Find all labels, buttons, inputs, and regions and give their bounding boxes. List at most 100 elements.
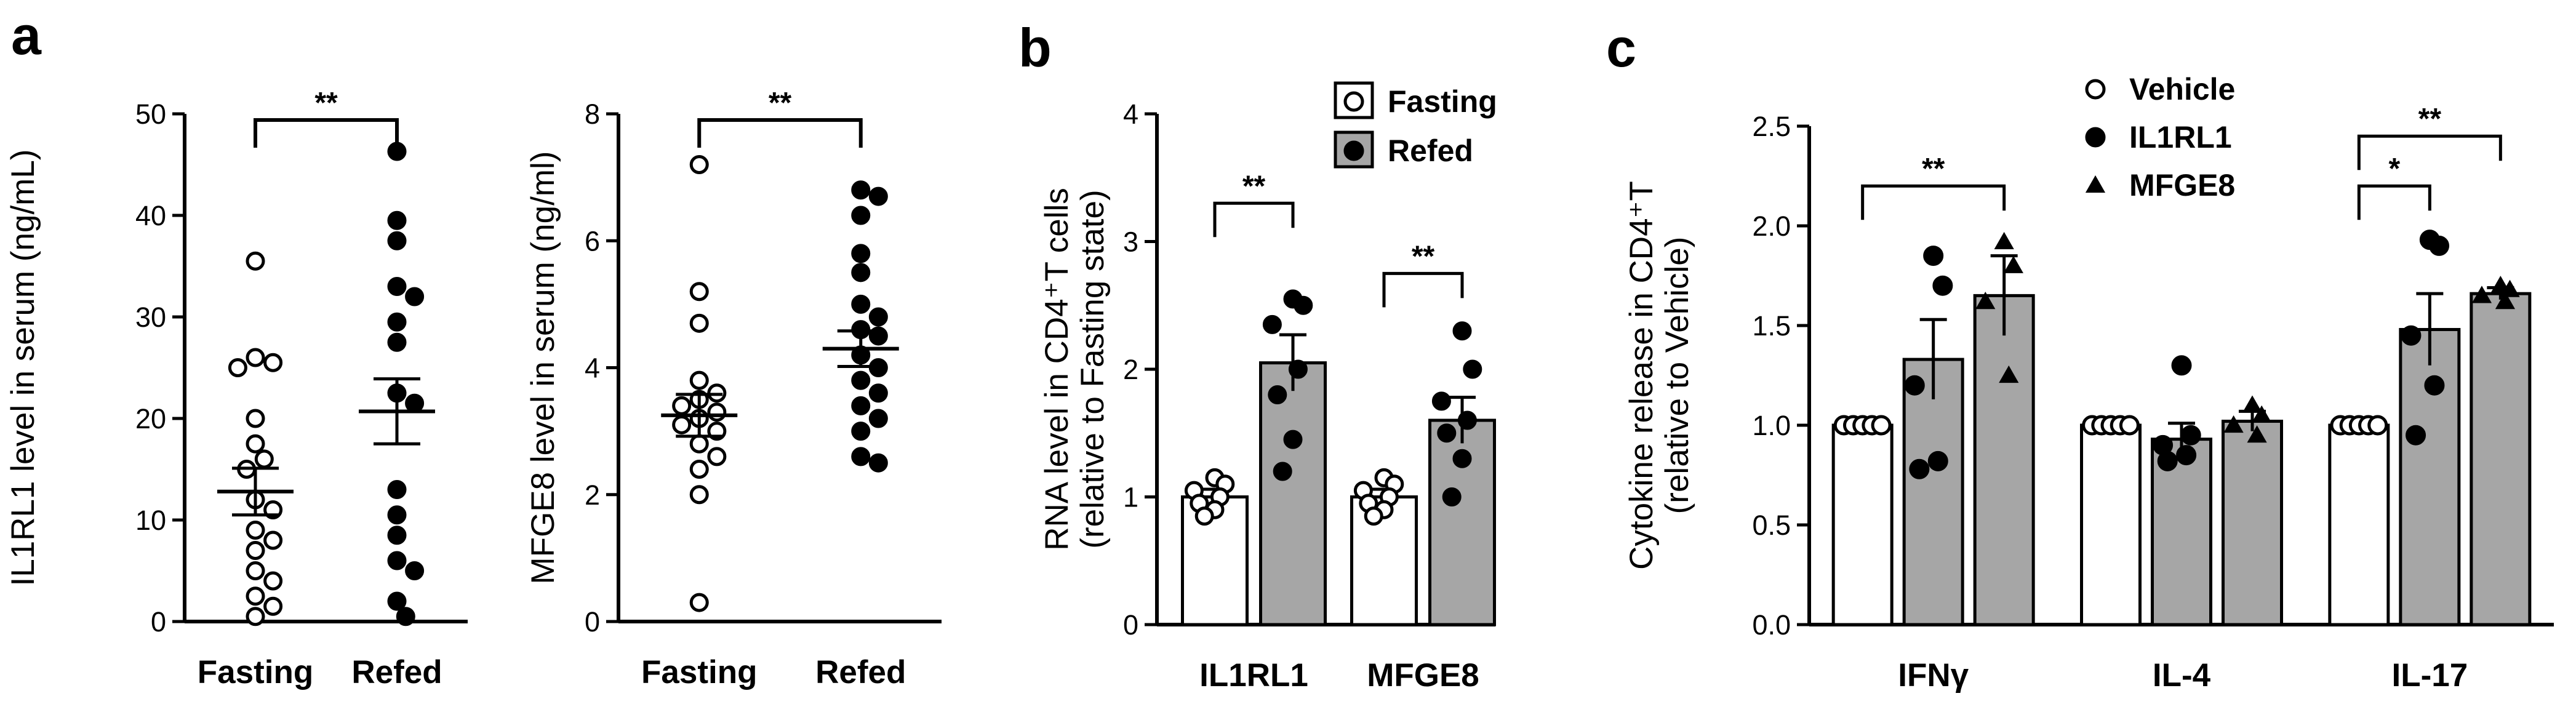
bar (2222, 420, 2283, 626)
y-axis-title: MFGE8 level in serum (ng/ml) (525, 151, 561, 585)
significance-label: ** (1242, 170, 1266, 202)
data-point (707, 447, 727, 466)
data-point (689, 460, 709, 479)
data-point (2247, 425, 2267, 443)
y-tick-label: 2 (585, 479, 600, 511)
data-point (672, 396, 692, 415)
y-tick-label: 2.0 (1752, 210, 1791, 242)
x-category-label: IL1RL1 (1199, 657, 1308, 694)
y-tick-label: 1.5 (1752, 310, 1791, 342)
data-point (246, 521, 265, 540)
significance-label: ** (1922, 153, 1945, 185)
y-axis-title: IL1RL1 level in serum (ng/mL) (5, 150, 41, 586)
significance-bracket (1213, 201, 1295, 238)
legend-swatch (1334, 130, 1374, 169)
bar (2151, 438, 2212, 626)
significance-label: ** (769, 87, 792, 119)
data-point (387, 526, 407, 545)
data-point (707, 402, 727, 422)
data-point (1268, 385, 1287, 404)
data-point (851, 422, 871, 441)
data-point (868, 186, 888, 206)
y-axis-title: (relative to Fasting state) (1074, 190, 1111, 548)
data-point (1364, 506, 1383, 526)
data-point (387, 231, 407, 250)
data-point (246, 607, 265, 626)
data-point (2171, 355, 2192, 376)
data-point (2119, 415, 2140, 436)
data-point (246, 586, 265, 606)
data-point (851, 263, 871, 282)
significance-label: ** (1412, 240, 1435, 273)
y-axis-title: Cytokine release in CD4⁺T (1623, 181, 1660, 570)
data-point (387, 332, 407, 352)
data-point (868, 307, 888, 327)
data-point (263, 530, 283, 550)
x-category-label: IFNγ (1898, 657, 1969, 694)
y-tick-label: 6 (585, 225, 600, 257)
significance-bracket (2357, 184, 2431, 220)
panel-letter-a: a (11, 5, 42, 66)
bar (2470, 292, 2532, 626)
data-point (1457, 410, 1477, 430)
chart-rna-level: 0 1 2 3 4 RNA level in CD4⁺T cells (relative t… (1039, 81, 1497, 694)
x-category-label: IL-4 (2153, 657, 2211, 694)
y-tick-label: 20 (135, 403, 166, 434)
data-point (2180, 425, 2201, 446)
data-point (868, 409, 888, 428)
data-point (254, 449, 274, 469)
y-tick-label: 2 (1123, 354, 1138, 385)
legend-marker (2085, 79, 2106, 100)
data-point (387, 591, 407, 611)
data-point (405, 287, 425, 306)
data-point (2176, 445, 2197, 466)
data-point (246, 434, 265, 454)
data-point (1994, 231, 2014, 249)
y-tick-label: 4 (1123, 98, 1138, 130)
significance-label: ** (314, 87, 338, 119)
data-point (263, 571, 283, 591)
data-point (1283, 430, 1303, 449)
bar (2080, 423, 2142, 626)
legend-marker (2085, 127, 2106, 148)
data-point (868, 453, 888, 473)
legend-label: MFGE8 (2129, 168, 2235, 202)
significance-label: * (2388, 153, 2400, 185)
y-tick-label: 4 (585, 353, 600, 384)
bar (2399, 327, 2461, 626)
data-point (387, 505, 407, 525)
data-point (246, 561, 265, 580)
data-point (2471, 286, 2492, 303)
data-point (1927, 450, 1948, 471)
data-point (2242, 395, 2263, 413)
data-point (2252, 405, 2272, 423)
data-point (387, 312, 407, 332)
y-tick-label: 3 (1123, 226, 1138, 258)
legend-label: Vehicle (2129, 72, 2235, 106)
data-point (689, 370, 709, 390)
panel-letter-b: b (1018, 17, 1052, 78)
data-point (689, 313, 709, 333)
chart-il1rl1-serum: 0 10 20 30 40 50 IL1RL1 level in serum (ng/mL)… (5, 87, 468, 690)
data-point (868, 383, 888, 403)
data-point (1452, 321, 1472, 341)
data-point (1194, 506, 1214, 526)
data-point (1999, 365, 2019, 383)
data-point (851, 370, 871, 390)
data-point (387, 277, 407, 296)
chart-mfge8-serum: 0 2 4 6 8 MFGE8 level in serum (ng/ml) Fasting… (525, 87, 942, 690)
data-point (1904, 375, 1925, 396)
data-point (228, 358, 247, 377)
bar (1831, 423, 1894, 626)
panel-letter-c: c (1606, 17, 1636, 78)
data-point (851, 244, 871, 263)
chart-cytokine-release: 0.0 0.5 1.0 1.5 2.0 2.5 Cytokine release in CD… (1623, 72, 2554, 694)
data-point (672, 415, 692, 434)
y-tick-label: 30 (135, 302, 166, 333)
data-point (405, 393, 425, 413)
y-axis-title: RNA level in CD4⁺T cells (1039, 188, 1075, 551)
legend-marker (1343, 140, 1364, 161)
data-point (263, 353, 283, 372)
data-point (1273, 462, 1292, 481)
